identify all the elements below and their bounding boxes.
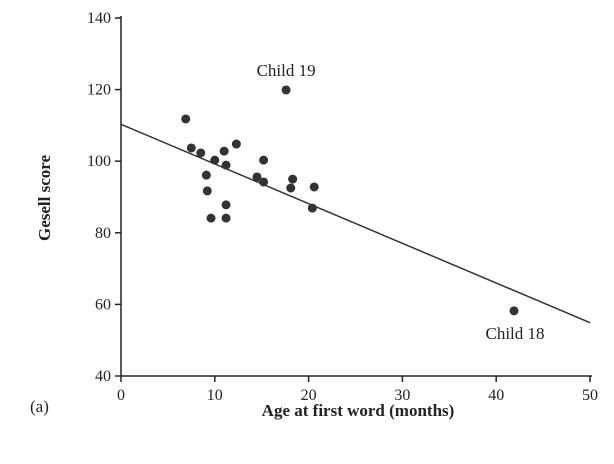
data-point bbox=[219, 146, 229, 156]
data-point bbox=[206, 213, 216, 223]
y-tick-label: 60 bbox=[95, 296, 111, 313]
data-point bbox=[181, 114, 191, 124]
data-point bbox=[231, 139, 241, 149]
y-axis-label: Gesell score bbox=[35, 155, 54, 242]
panel-label: (a) bbox=[30, 397, 49, 416]
data-point bbox=[509, 306, 519, 316]
point-annotation: Child 19 bbox=[257, 61, 316, 80]
x-tick-label: 40 bbox=[488, 387, 504, 404]
data-points: Child 19 Child 18 bbox=[120, 61, 591, 343]
y-tick-label: 100 bbox=[87, 153, 111, 170]
x-tick-label: 0 bbox=[117, 387, 125, 404]
data-point bbox=[259, 155, 269, 165]
regression-line bbox=[120, 123, 591, 324]
data-point bbox=[221, 200, 231, 210]
data-point bbox=[309, 182, 319, 192]
x-axis-label: Age at first word (months) bbox=[262, 401, 455, 420]
x-tick-label: 30 bbox=[394, 387, 410, 404]
y-tick-label: 120 bbox=[87, 82, 111, 99]
data-point bbox=[286, 183, 296, 193]
x-tick-label: 20 bbox=[301, 387, 317, 404]
data-point bbox=[210, 155, 220, 165]
data-point bbox=[221, 160, 231, 170]
data-point bbox=[288, 174, 298, 184]
x-tick-label: 50 bbox=[582, 387, 598, 404]
y-tick-label: 40 bbox=[95, 368, 111, 385]
data-point bbox=[202, 186, 212, 196]
data-point bbox=[252, 172, 262, 182]
data-point bbox=[186, 143, 196, 153]
data-point bbox=[307, 203, 317, 213]
x-tick-label: 10 bbox=[207, 387, 223, 404]
axes: 0 10 20 30 40 50 40 60 80 100 120 140 bbox=[87, 10, 598, 404]
point-annotation: Child 18 bbox=[485, 324, 544, 343]
data-point bbox=[259, 177, 269, 187]
y-tick-label: 140 bbox=[87, 10, 111, 27]
data-point bbox=[281, 85, 291, 95]
data-point bbox=[201, 170, 211, 180]
data-point bbox=[196, 148, 206, 158]
data-point bbox=[221, 213, 231, 223]
y-tick-label: 80 bbox=[95, 225, 111, 242]
